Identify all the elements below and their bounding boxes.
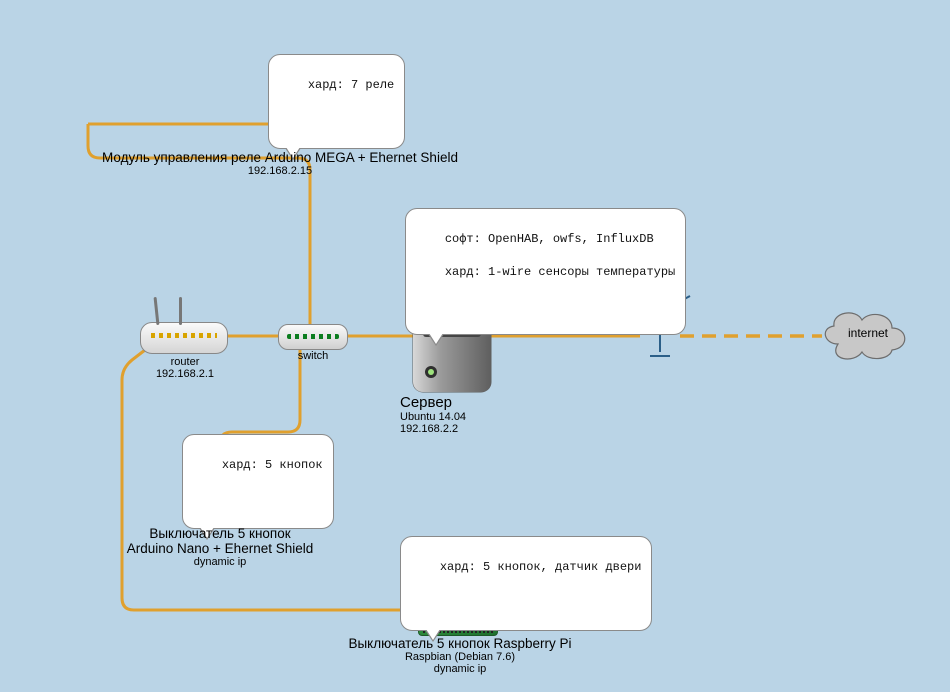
arduino-nano-label: Выключатель 5 кнопок Arduino Nano + Eher… <box>100 526 340 568</box>
router-title: router <box>120 356 250 368</box>
router-label: router 192.168.2.1 <box>120 356 250 380</box>
server-bubble-line2: хард: 1-wire сенсоры температуры <box>445 265 675 279</box>
raspi-sub1: Raspbian (Debian 7.6) <box>310 651 610 663</box>
arduino-nano-bubble: хард: 5 кнопок <box>182 434 334 529</box>
server-bubble-line1: софт: OpenHAB, owfs, InfluxDB <box>445 232 654 246</box>
raspi-bubble-text: хард: 5 кнопок, датчик двери <box>440 560 642 574</box>
raspi-bubble: хард: 5 кнопок, датчик двери <box>400 536 652 631</box>
arduino-nano-bubble-text: хард: 5 кнопок <box>222 458 323 472</box>
switch-label: switch <box>278 350 348 362</box>
arduino-mega-bubble-text: хард: 7 реле <box>308 78 394 92</box>
router-node <box>140 322 228 354</box>
arduino-mega-title: Модуль управления реле Arduino MEGA + Eh… <box>70 150 490 165</box>
server-title: Сервер <box>400 394 540 411</box>
switch-node <box>278 324 348 350</box>
internet-label: internet <box>838 326 898 340</box>
diagram-stage: хард: 7 реле софт: OpenHAB, owfs, Influx… <box>0 0 950 692</box>
server-sub1: Ubuntu 14.04 <box>400 411 540 423</box>
raspi-title: Выключатель 5 кнопок Raspberry Pi <box>310 636 610 651</box>
switch-title: switch <box>278 350 348 362</box>
raspi-label: Выключатель 5 кнопок Raspberry Pi Raspbi… <box>310 636 610 675</box>
arduino-nano-title1: Выключатель 5 кнопок <box>100 526 340 541</box>
server-label: Сервер Ubuntu 14.04 192.168.2.2 <box>400 394 540 435</box>
internet-text: internet <box>838 326 898 340</box>
server-bubble: софт: OpenHAB, owfs, InfluxDB хард: 1-wi… <box>405 208 686 335</box>
router-sub: 192.168.2.1 <box>120 368 250 380</box>
server-sub2: 192.168.2.2 <box>400 423 540 435</box>
arduino-mega-bubble: хард: 7 реле <box>268 54 405 149</box>
arduino-mega-sub: 192.168.2.15 <box>70 165 490 177</box>
arduino-nano-sub: dynamic ip <box>100 556 340 568</box>
arduino-nano-title2: Arduino Nano + Ehernet Shield <box>100 541 340 556</box>
arduino-mega-label: Модуль управления реле Arduino MEGA + Eh… <box>70 150 490 177</box>
raspi-sub2: dynamic ip <box>310 663 610 675</box>
